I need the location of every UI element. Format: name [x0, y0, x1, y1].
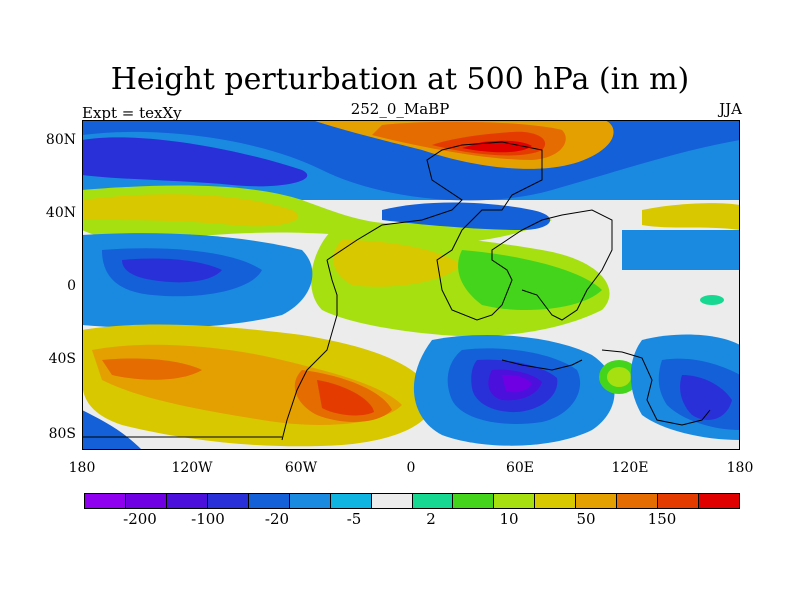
colorbar-label: 50: [576, 510, 596, 528]
x-tick-label: 0: [406, 460, 416, 476]
contour-field: [82, 120, 740, 450]
colorbar-swatch: [288, 493, 331, 509]
experiment-label: Expt = texXy: [82, 104, 182, 122]
case-label: 252_0_MaBP: [350, 100, 450, 118]
colorbar-label: 2: [426, 510, 436, 528]
contour-map: 80N 40N 0 40S 80S 180 120W 60W 0 60E 120…: [46, 120, 753, 476]
colorbar-swatch: [452, 493, 495, 509]
colorbar-swatch: [575, 493, 618, 509]
colorbar-label: -5: [346, 510, 362, 528]
colorbar-label: -100: [191, 510, 225, 528]
colorbar-label: 10: [499, 510, 519, 528]
colorbar-swatch: [493, 493, 536, 509]
map-title: Height perturbation at 500 hPa (in m): [110, 62, 690, 97]
colorbar: [84, 493, 740, 509]
y-tick-label: 0: [67, 278, 76, 294]
x-tick-label: 120W: [171, 460, 213, 476]
y-tick-label: 80N: [45, 132, 76, 148]
colorbar-swatch: [411, 493, 454, 509]
x-tick-label: 60E: [505, 460, 535, 476]
colorbar-swatch: [206, 493, 249, 509]
y-tick-label: 40N: [45, 205, 76, 221]
colorbar-swatch: [698, 493, 740, 509]
y-tick-label: 80S: [48, 426, 76, 442]
season-label: JJA: [719, 100, 742, 118]
colorbar-swatch: [84, 493, 126, 509]
colorbar-label: -200: [123, 510, 157, 528]
colorbar-swatch: [329, 493, 372, 509]
colorbar-label: -20: [264, 510, 290, 528]
colorbar-swatch: [247, 493, 290, 509]
x-tick-label: 180: [726, 460, 754, 476]
x-tick-label: 120E: [611, 460, 649, 476]
colorbar-swatch: [534, 493, 577, 509]
x-tick-label: 60W: [284, 460, 318, 476]
colorbar-label: 150: [647, 510, 677, 528]
colorbar-swatch: [657, 493, 700, 509]
y-tick-label: 40S: [48, 351, 76, 367]
colorbar-swatch: [165, 493, 208, 509]
colorbar-swatch: [616, 493, 659, 509]
x-tick-label: 180: [68, 460, 96, 476]
colorbar-swatch: [370, 493, 413, 509]
colorbar-swatch: [124, 493, 167, 509]
